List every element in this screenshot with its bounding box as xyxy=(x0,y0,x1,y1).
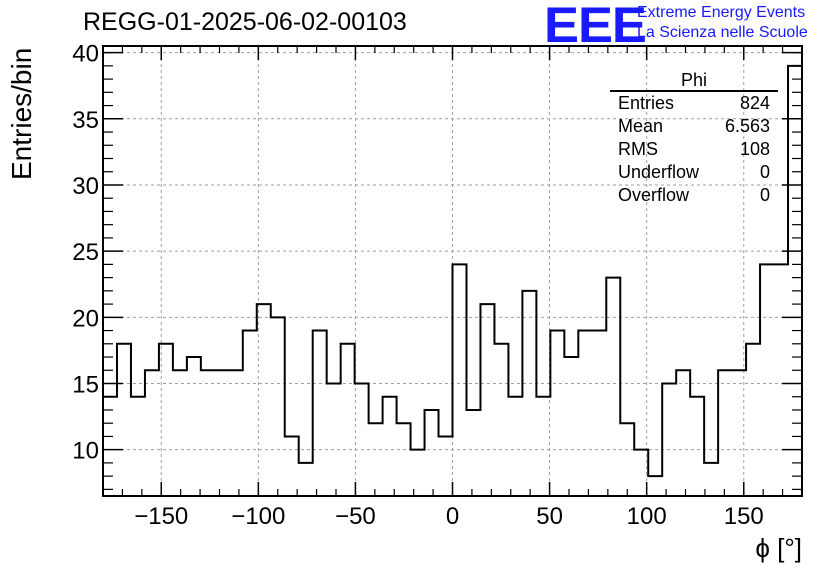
stats-label: Underflow xyxy=(618,162,700,182)
logo-line-1: Extreme Energy Events xyxy=(637,4,806,21)
x-tick-label: −100 xyxy=(231,503,285,530)
x-tick-label: 50 xyxy=(536,503,563,530)
x-tick-label: −50 xyxy=(335,503,376,530)
y-tick-label: 10 xyxy=(72,438,99,465)
y-tick-label: 15 xyxy=(72,372,99,399)
stats-row: Mean 6.563 xyxy=(610,115,778,138)
stats-title: Phi xyxy=(610,70,778,92)
chart-title: REGG-01-2025-06-02-00103 xyxy=(83,8,407,36)
stats-box: Phi Entries 824 Mean 6.563 RMS 108 Under… xyxy=(610,70,778,207)
y-tick-label: 40 xyxy=(72,41,99,68)
plot-frame xyxy=(102,45,803,497)
stats-value: 6.563 xyxy=(724,116,770,136)
stats-row: RMS 108 xyxy=(610,138,778,161)
y-tick-label: 25 xyxy=(72,239,99,266)
stats-label: Mean xyxy=(618,116,664,136)
stats-value: 108 xyxy=(739,139,770,159)
stats-row: Entries 824 xyxy=(610,92,778,115)
y-tick-label: 35 xyxy=(72,107,99,134)
stats-label: RMS xyxy=(618,139,658,159)
x-tick-label: 150 xyxy=(724,503,764,530)
stats-label: Overflow xyxy=(618,185,690,205)
stats-row: Overflow 0 xyxy=(610,184,778,207)
logo-line-2: La Scienza nelle Scuole xyxy=(637,24,808,41)
stats-label: Entries xyxy=(618,93,675,113)
y-tick-label: 20 xyxy=(72,305,99,332)
x-axis-label: ϕ [°] xyxy=(755,533,802,563)
axis-ticks xyxy=(102,46,803,496)
histogram-outline xyxy=(103,64,802,478)
eee-logo: EEE xyxy=(544,0,647,53)
y-tick-label: 30 xyxy=(72,173,99,200)
stats-row: Underflow 0 xyxy=(610,161,778,184)
y-axis-label: Entries/bin xyxy=(6,47,37,180)
x-tick-label: −150 xyxy=(134,503,188,530)
stats-value: 0 xyxy=(759,185,770,205)
stats-value: 824 xyxy=(739,93,770,113)
x-tick-label: 100 xyxy=(627,503,667,530)
tick-labels: −150 −100 −50 0 50 100 150 10 15 20 25 30 35 40 xyxy=(72,41,763,530)
x-tick-label: 0 xyxy=(446,503,459,530)
stats-value: 0 xyxy=(759,162,770,182)
